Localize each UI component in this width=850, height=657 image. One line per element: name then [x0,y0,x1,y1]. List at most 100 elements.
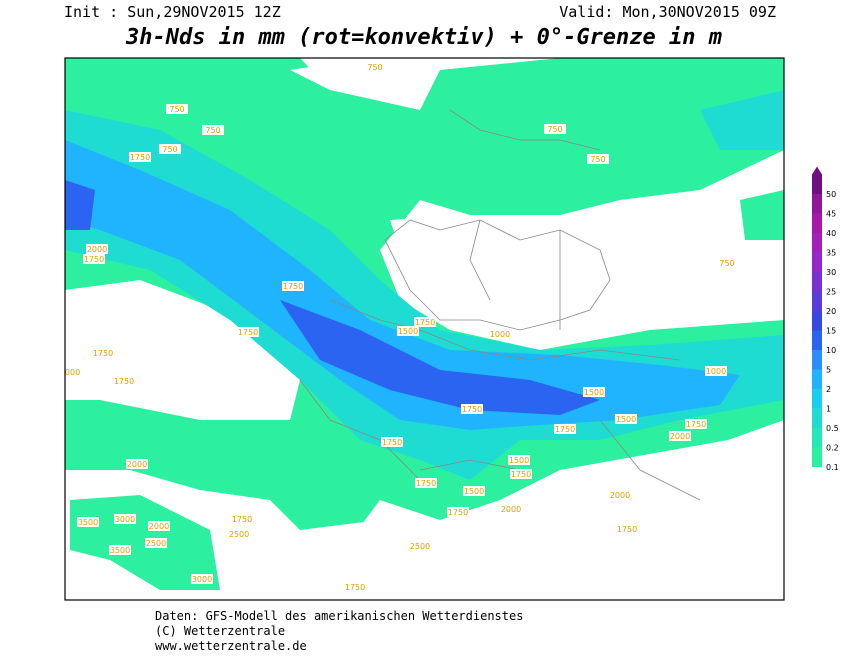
contour-label: 1750 [283,282,303,291]
contour-label-box [544,124,566,134]
legend-label: 10 [826,346,836,355]
contour-label: 2000 [610,491,630,500]
contour-label: 1500 [464,487,484,496]
valid-time: Valid: Mon,30NOV2015 09Z [559,3,776,21]
contour-label-box [414,317,436,327]
contour-label-box [86,244,108,254]
contour-label-box [583,387,605,397]
contour-label: 1500 [509,456,529,465]
contour-label: 1750 [238,328,258,337]
legend-label: 40 [826,229,836,238]
contour-label: 3000 [115,515,135,524]
contour-label: 1750 [84,255,104,264]
contour-label-box [126,459,148,469]
contour-label-box [705,366,727,376]
contour-label-box [489,329,511,339]
legend-tip [812,166,822,175]
legend-label: 30 [826,268,836,277]
legend-label: 0.1 [826,463,839,472]
contour-label: 1000 [490,330,510,339]
footer-url: www.wetterzentrale.de [155,639,307,653]
contour-label: 1750 [511,470,531,479]
contour-label-box [77,517,99,527]
contour-label-box [145,538,167,548]
contour-label: 1750 [448,508,468,517]
contour-label: 1750 [232,515,252,524]
contour-label: 3500 [110,546,130,555]
legend-swatch [812,330,822,350]
legend-label: 2 [826,385,831,394]
contour-label-box [92,348,114,358]
contour-label-box [129,152,151,162]
contour-label-box [447,507,469,517]
legend-swatch [812,369,822,389]
contour-label: 1750 [382,438,402,447]
init-time: Init : Sun,29NOV2015 12Z [64,3,281,21]
contour-label-box [609,490,631,500]
contour-label-box [463,486,485,496]
legend-swatch [812,233,822,253]
legend-swatch [812,252,822,272]
contour-label: 750 [367,63,382,72]
contour-label: 1000 [706,367,726,376]
legend-swatch [812,311,822,331]
legend-swatch [812,272,822,292]
contour-label: 3500 [78,518,98,527]
contour-label-box [231,514,253,524]
contour-label-box [83,254,105,264]
contour-label-box [685,419,707,429]
contour-label: 750 [169,105,184,114]
contour-label-box [109,545,131,555]
contour-label: 750 [162,145,177,154]
contour-label-box [409,541,431,551]
contour-label-box [397,326,419,336]
contour-label: 2000 [501,505,521,514]
contour-label: 1750 [415,318,435,327]
contour-label-box [282,281,304,291]
map-title: 3h-Nds in mm (rot=konvektiv) + 0°-Grenze… [125,25,722,50]
contour-label-box [587,154,609,164]
legend-swatch [812,194,822,214]
contour-label-box [616,524,638,534]
legend-label: 0.2 [826,444,839,453]
legend-swatch [812,174,822,194]
contour-label: 2500 [410,542,430,551]
legend-swatch [812,291,822,311]
contour-label-box [381,437,403,447]
legend-label: 25 [826,288,836,297]
contour-label: 1500 [398,327,418,336]
legend-label: 35 [826,249,836,258]
contour-label-box [461,404,483,414]
legend-label: 5 [826,366,831,375]
legend-label: 0.5 [826,424,839,433]
footer-copyright: (C) Wetterzentrale [155,624,285,638]
contour-label: 750 [205,126,220,135]
contour-label: 1750 [462,405,482,414]
contour-label: 750 [547,125,562,134]
legend-label: 45 [826,210,836,219]
legend-label: 1 [826,405,831,414]
contour-label-box [202,125,224,135]
contour-label: 1750 [555,425,575,434]
contour-label: 1750 [130,153,150,162]
contour-label: 2500 [146,539,166,548]
contour-label-box [159,144,181,154]
contour-label-box [228,529,250,539]
contour-label-box [554,424,576,434]
contour-label-box [114,514,136,524]
contour-label: 2500 [229,530,249,539]
contour-label: 1750 [416,479,436,488]
legend-label: 20 [826,307,836,316]
legend-swatch [812,428,822,448]
contour-label: 1500 [584,388,604,397]
contour-label-box [500,504,522,514]
legend-label: 15 [826,327,836,336]
contour-label-box [716,258,738,268]
contour-label: 1750 [345,583,365,592]
contour-label: 1750 [114,377,134,386]
contour-label: 750 [719,259,734,268]
